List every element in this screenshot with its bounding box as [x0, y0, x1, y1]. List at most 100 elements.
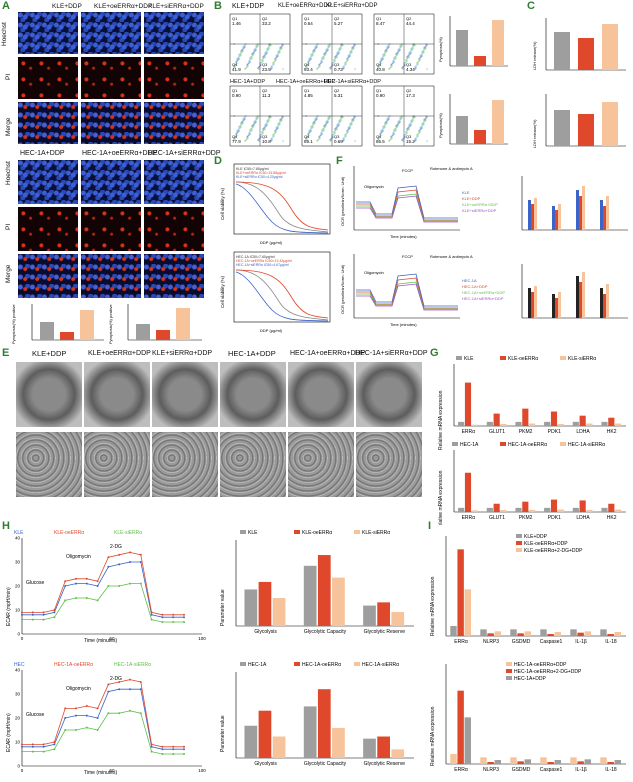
tick-label: GSDMD: [512, 639, 531, 645]
e-tem-zoom-image: [220, 432, 286, 497]
c-bar: [554, 32, 570, 70]
bar: [524, 631, 531, 636]
a-bar: [136, 324, 150, 340]
tick-label: 40: [15, 668, 21, 673]
b-bar: [474, 56, 486, 66]
data-point: [161, 745, 164, 748]
data-point: [129, 582, 131, 585]
h-annotation: 2-DG: [110, 676, 122, 682]
data-point: [21, 618, 23, 621]
a-bar: [60, 332, 74, 340]
i-legend: HEC-1A-oeERRα+DDP: [514, 662, 567, 668]
data-point: [53, 748, 56, 751]
e-tem-zoom-image: [16, 432, 82, 497]
tick-label: HK2: [607, 515, 617, 521]
a-row-label: PI: [5, 73, 12, 80]
flow-quad-name: Q1: [376, 16, 382, 21]
data-point: [75, 597, 77, 599]
a-hoechst-image: [144, 160, 204, 204]
a-bar: [40, 322, 54, 340]
bar: [244, 725, 258, 758]
data-point: [21, 750, 23, 753]
bar: [515, 507, 522, 512]
data-point: [53, 741, 56, 743]
f-annotation: Oligomycin: [364, 184, 384, 189]
b-bar: [456, 116, 468, 144]
a-row-label: Hoechst: [5, 161, 12, 185]
data-point: [150, 613, 153, 616]
a-hoechst-image: [18, 160, 78, 204]
bar: [522, 408, 529, 426]
bar: [615, 423, 622, 426]
flow-quad-value: 0.90: [232, 93, 241, 98]
flow-quad-value: 4.34: [406, 67, 415, 72]
e-tem-image: [84, 362, 150, 427]
i-ylabel: Relative mRNA expression: [430, 576, 436, 636]
e-tem-image: [356, 362, 422, 427]
flow-quad-name: Q4: [304, 134, 310, 139]
data-point: [161, 613, 164, 616]
f-legend: KLE+DDP: [462, 196, 481, 201]
flow-quad-name: Q2: [406, 16, 412, 21]
a-pi-image: [144, 207, 204, 251]
data-point: [85, 705, 88, 707]
bar: [572, 507, 579, 512]
data-point: [150, 745, 153, 748]
h-annotation: Oligomycin: [66, 686, 91, 692]
c-bar-plots: LDH release(%) LDH release(%): [532, 18, 626, 148]
data-point: [75, 729, 77, 731]
data-point: [75, 714, 77, 717]
f-legend: KLE+oeERRα+DDP: [462, 202, 498, 207]
f-xlabel: Time (minutes): [390, 234, 417, 239]
tick-label: 0: [17, 764, 20, 769]
a-bar-ylabel: Pyroptosis(%) positive: [108, 304, 113, 344]
data-point: [75, 582, 77, 585]
f-annotation: FCCP: [402, 168, 413, 173]
a-col-title: HEC-1A+siERRα+DDP: [148, 150, 221, 157]
h-legend: KLE: [14, 530, 24, 536]
bar: [572, 421, 579, 426]
panel-a-label: A: [2, 0, 10, 12]
series-line: [22, 710, 184, 755]
b-title: HEC-1A+DDP: [230, 79, 265, 85]
data-point: [31, 750, 34, 753]
bar: [272, 736, 286, 758]
data-point: [31, 743, 34, 746]
data-point: [21, 613, 23, 616]
bar: [584, 631, 591, 636]
bar: [550, 411, 558, 426]
bar: [494, 631, 501, 636]
a-col-title: HEC-1A+oeERRα+DDP: [82, 150, 158, 157]
data-point: [96, 707, 99, 710]
tick-label: 30: [15, 692, 21, 697]
tick-label: 10: [15, 740, 21, 745]
e-tem-image: [220, 362, 286, 427]
bar: [480, 629, 487, 636]
b-bar: [492, 100, 504, 144]
flow-quad-value: 5.31: [334, 93, 343, 98]
data-point: [107, 683, 110, 686]
a-hoechst-image: [144, 12, 204, 54]
tick-label: NLRP3: [483, 767, 499, 773]
bar: [391, 612, 405, 626]
tick-label: ERRα: [462, 429, 476, 435]
f-legend: HEC-1A+oeERRα+DDP: [462, 290, 505, 295]
a-bar: [80, 310, 94, 340]
bar: [544, 507, 551, 512]
data-point: [64, 729, 67, 731]
tick-label: Glycolysis: [254, 761, 277, 767]
data-point: [31, 611, 34, 614]
flow-quad-name: Q2: [334, 16, 340, 21]
data-point: [42, 745, 45, 748]
b-bar-ylabel: Pyroptosis(%): [438, 112, 443, 138]
flow-quad-name: Q4: [376, 134, 382, 139]
h-legend: KLE-oeERRα: [54, 530, 84, 536]
flow-quad-name: Q1: [232, 16, 238, 21]
data-point: [31, 618, 34, 621]
tick-label: Caspase1: [540, 767, 563, 773]
flow-quad-name: Q4: [304, 62, 310, 67]
flow-quad-name: Q3: [406, 62, 412, 67]
tick-label: HK2: [607, 429, 617, 435]
h-annotation: Oligomycin: [66, 554, 91, 560]
bar: [464, 589, 471, 636]
